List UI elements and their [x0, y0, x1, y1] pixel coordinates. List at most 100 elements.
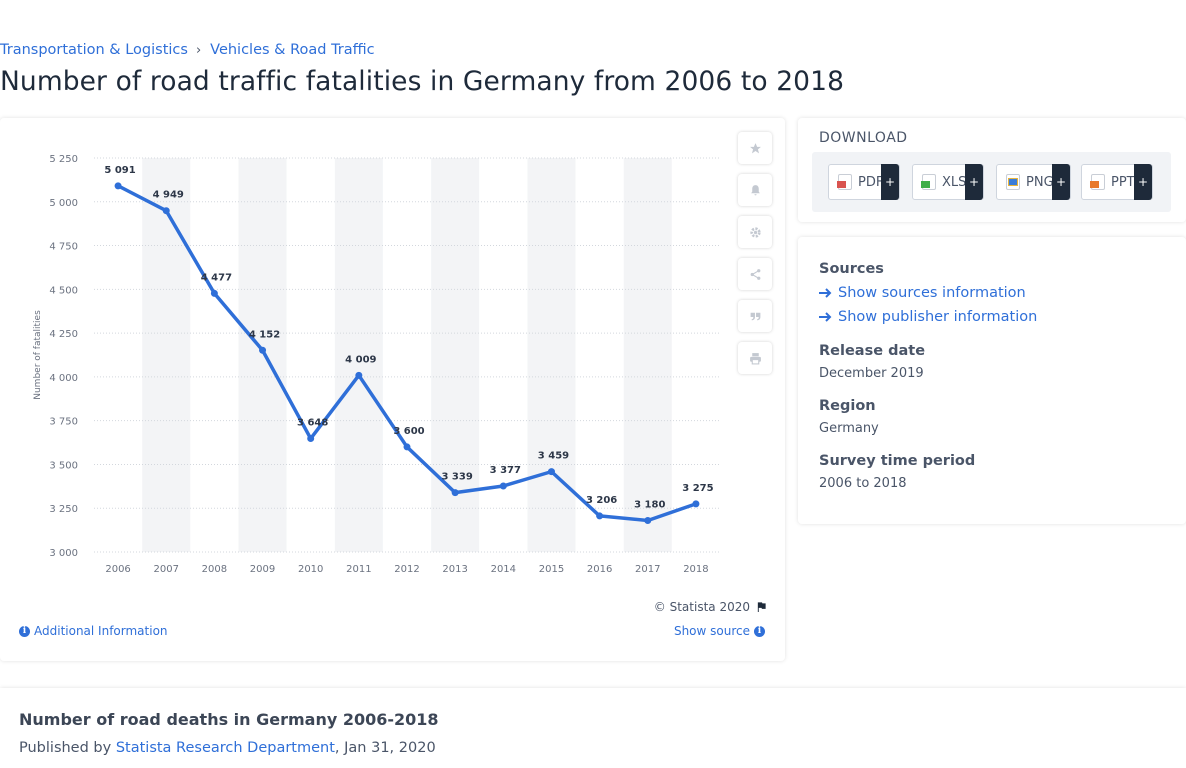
download-card: DOWNLOAD PDF + XLS + PNG + PPT +	[798, 118, 1186, 222]
x-tick-label: 2010	[298, 564, 323, 575]
page-title: Number of road traffic fatalities in Ger…	[0, 66, 845, 97]
sources-heading: Sources	[819, 261, 884, 277]
png-plus[interactable]: +	[1052, 164, 1070, 200]
y-axis-label: Number of fatalities	[33, 310, 43, 400]
x-tick-label: 2006	[105, 564, 130, 575]
data-point	[114, 182, 122, 190]
copyright: © Statista 2020	[654, 600, 767, 614]
x-tick-label: 2007	[154, 564, 179, 575]
download-xls-button[interactable]: XLS +	[912, 164, 984, 200]
show-sources-link[interactable]: Show sources information	[819, 285, 1026, 301]
data-label: 4 009	[345, 354, 376, 365]
show-source-label: Show source	[673, 624, 750, 638]
publish-date: , Jan 31, 2020	[334, 740, 436, 756]
data-point	[259, 346, 267, 354]
data-point	[499, 482, 507, 490]
data-point	[355, 371, 363, 379]
download-ppt-button[interactable]: PPT +	[1081, 164, 1153, 200]
show-source-link[interactable]: Show source i	[674, 624, 765, 638]
region-heading: Region	[819, 398, 876, 414]
additional-info-link[interactable]: i Additional Information	[19, 624, 168, 638]
series-line	[117, 184, 697, 523]
share-icon	[750, 268, 760, 280]
survey-period-heading: Survey time period	[819, 453, 976, 469]
data-point	[644, 516, 652, 524]
info-icon: i	[19, 625, 30, 637]
download-buttons: PDF + XLS + PNG + PPT +	[812, 152, 1171, 212]
print-icon	[749, 352, 761, 364]
data-point	[451, 489, 459, 497]
data-label: 4 477	[201, 272, 232, 283]
png-label: PNG	[1026, 174, 1054, 190]
pdf-plus[interactable]: +	[881, 164, 899, 200]
gear-icon	[749, 226, 761, 238]
quote-icon	[750, 312, 760, 320]
info-icon: i	[754, 625, 765, 637]
x-tick-label: 2016	[587, 564, 612, 575]
published-by-label: Published by	[19, 740, 112, 756]
pdf-label: PDF	[858, 174, 884, 190]
cite-button[interactable]	[738, 300, 772, 332]
ppt-label: PPT	[1111, 174, 1135, 190]
xls-plus[interactable]: +	[965, 164, 983, 200]
region-value: Germany	[819, 421, 879, 436]
release-date-value: December 2019	[819, 366, 924, 381]
arrow-right-icon	[819, 312, 832, 322]
data-label: 3 377	[490, 465, 521, 476]
x-tick-label: 2013	[442, 564, 467, 575]
arrow-right-icon	[819, 288, 832, 298]
data-label: 3 648	[297, 418, 328, 429]
x-tick-label: 2014	[491, 564, 516, 575]
y-tick-label: 3 500	[49, 460, 78, 471]
download-title: DOWNLOAD	[819, 130, 908, 146]
print-button[interactable]	[738, 342, 772, 374]
description-card: Number of road deaths in Germany 2006-20…	[0, 688, 1186, 768]
release-date-heading: Release date	[819, 343, 926, 359]
x-tick-label: 2011	[346, 564, 371, 575]
data-point	[307, 435, 315, 443]
data-label: 4 152	[249, 329, 280, 340]
data-label: 4 949	[153, 190, 184, 201]
chart-toolbar	[738, 132, 772, 384]
data-label: 3 339	[441, 472, 472, 483]
data-label: 3 180	[634, 499, 665, 510]
column-band	[623, 158, 672, 552]
settings-button[interactable]	[738, 216, 772, 248]
bell-icon	[750, 184, 760, 195]
download-pdf-button[interactable]: PDF +	[828, 164, 900, 200]
publisher-link[interactable]: Statista Research Department	[115, 740, 335, 756]
x-tick-label: 2008	[202, 564, 227, 575]
notification-button[interactable]	[738, 174, 772, 206]
download-png-button[interactable]: PNG +	[996, 164, 1071, 200]
star-icon	[749, 142, 761, 153]
ppt-file-icon	[1090, 174, 1105, 190]
ppt-plus[interactable]: +	[1134, 164, 1152, 200]
y-tick-label: 3 000	[49, 548, 78, 559]
breadcrumb-link-transportation[interactable]: Transportation & Logistics	[0, 42, 188, 58]
xls-file-icon	[921, 174, 936, 190]
data-label: 3 600	[393, 426, 424, 437]
y-tick-label: 4 250	[49, 329, 78, 340]
column-band	[527, 158, 576, 552]
data-label: 3 459	[538, 451, 569, 462]
favorite-button[interactable]	[738, 132, 772, 164]
show-publisher-link[interactable]: Show publisher information	[819, 309, 1037, 325]
share-button[interactable]	[738, 258, 772, 290]
data-point	[547, 468, 555, 476]
data-label: 5 091	[104, 165, 135, 176]
y-tick-label: 4 500	[49, 285, 78, 296]
breadcrumb-link-vehicles[interactable]: Vehicles & Road Traffic	[210, 42, 375, 58]
column-band	[334, 158, 383, 552]
survey-period-value: 2006 to 2018	[819, 476, 907, 491]
y-tick-label: 4 000	[49, 373, 78, 384]
data-label: 3 275	[682, 483, 713, 494]
xls-label: XLS	[942, 174, 967, 190]
data-point	[596, 512, 604, 520]
flag-icon[interactable]	[756, 601, 767, 613]
data-point	[403, 443, 411, 451]
data-point	[692, 500, 700, 508]
column-band	[431, 158, 480, 552]
statistic-details-card: Sources Show sources information Show pu…	[798, 237, 1186, 524]
published-by: Published by Statista Research Departmen…	[19, 740, 436, 756]
y-tick-label: 3 750	[49, 417, 78, 428]
